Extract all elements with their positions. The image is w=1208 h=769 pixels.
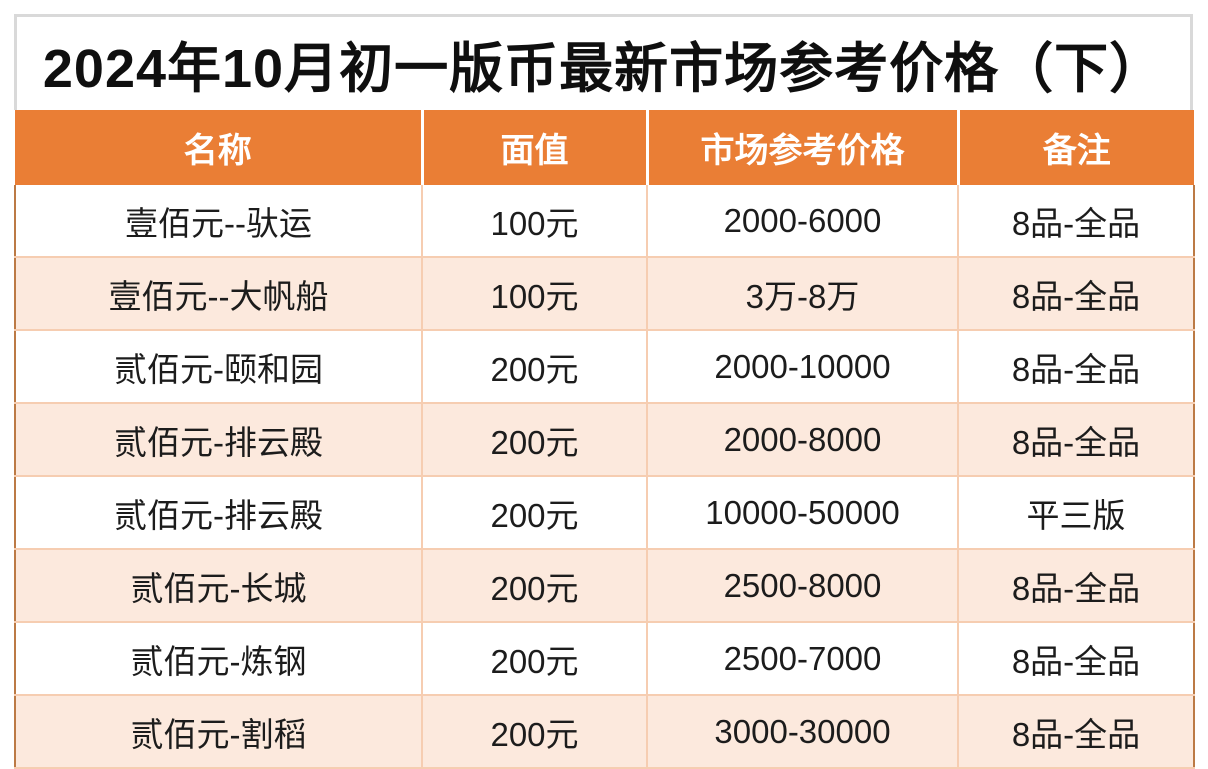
table-header: 名称 面值 市场参考价格 备注: [15, 110, 1194, 185]
table-cell-price: 3万-8万: [646, 256, 959, 331]
table-cell-remark: 8品-全品: [957, 621, 1195, 696]
table-cell-denomination: 200元: [421, 475, 648, 550]
table-cell-denomination: 200元: [421, 621, 648, 696]
table-cell-name: 贰佰元-割稻: [14, 694, 423, 769]
column-header-remark: 备注: [958, 110, 1194, 185]
table-cell-price: 2000-8000: [646, 402, 959, 477]
table-cell-name: 贰佰元-炼钢: [14, 621, 423, 696]
table-cell-denomination: 200元: [421, 402, 648, 477]
table-row: 贰佰元-排云殿 200元 2000-8000 8品-全品: [14, 402, 1195, 477]
table-cell-remark: 8品-全品: [957, 185, 1195, 258]
title-box: 2024年10月初一版币最新市场参考价格（下）: [14, 14, 1193, 110]
table-cell-denomination: 100元: [421, 185, 648, 258]
table-cell-name: 壹佰元--大帆船: [14, 256, 423, 331]
table-cell-remark: 8品-全品: [957, 256, 1195, 331]
header-row: 名称 面值 市场参考价格 备注: [15, 110, 1194, 185]
column-header-denomination: 面值: [422, 110, 649, 185]
table-row: 贰佰元-割稻 200元 3000-30000 8品-全品: [14, 694, 1195, 769]
table-cell-remark: 8品-全品: [957, 694, 1195, 769]
table-cell-price: 3000-30000: [646, 694, 959, 769]
price-table-graphic: 2024年10月初一版币最新市场参考价格（下） 名称 面值 市场参考价格 备注 …: [14, 14, 1195, 769]
table-row: 贰佰元-颐和园 200元 2000-10000 8品-全品: [14, 329, 1195, 404]
table-cell-remark: 8品-全品: [957, 329, 1195, 404]
table-cell-name: 壹佰元--驮运: [14, 185, 423, 258]
price-table: 名称 面值 市场参考价格 备注 壹佰元--驮运 100元 2000-6000 8品-全…: [14, 110, 1195, 769]
table-cell-remark: 8品-全品: [957, 402, 1195, 477]
table-cell-price: 2000-10000: [646, 329, 959, 404]
page-title: 2024年10月初一版币最新市场参考价格（下）: [42, 39, 1165, 99]
table-cell-remark: 平三版: [957, 475, 1195, 550]
table-cell-denomination: 200元: [421, 548, 648, 623]
table-cell-denomination: 200元: [421, 694, 648, 769]
table-row: 贰佰元-长城 200元 2500-8000 8品-全品: [14, 548, 1195, 623]
table-cell-remark: 8品-全品: [957, 548, 1195, 623]
table-row: 壹佰元--驮运 100元 2000-6000 8品-全品: [14, 185, 1195, 258]
table-row: 贰佰元-炼钢 200元 2500-7000 8品-全品: [14, 621, 1195, 696]
column-header-price: 市场参考价格: [647, 110, 960, 185]
table-cell-price: 2500-8000: [646, 548, 959, 623]
table-cell-name: 贰佰元-排云殿: [14, 402, 423, 477]
table-cell-price: 10000-50000: [646, 475, 959, 550]
table-cell-name: 贰佰元-颐和园: [14, 329, 423, 404]
table-cell-price: 2500-7000: [646, 621, 959, 696]
table-row: 壹佰元--大帆船 100元 3万-8万 8品-全品: [14, 256, 1195, 331]
table-body: 壹佰元--驮运 100元 2000-6000 8品-全品 壹佰元--大帆船 100元 3万-…: [14, 185, 1195, 769]
table-cell-name: 贰佰元-长城: [14, 548, 423, 623]
column-header-name: 名称: [15, 110, 424, 185]
table-row: 贰佰元-排云殿 200元 10000-50000 平三版: [14, 475, 1195, 550]
table-cell-denomination: 200元: [421, 329, 648, 404]
table-cell-denomination: 100元: [421, 256, 648, 331]
table-cell-name: 贰佰元-排云殿: [14, 475, 423, 550]
table-cell-price: 2000-6000: [646, 185, 959, 258]
